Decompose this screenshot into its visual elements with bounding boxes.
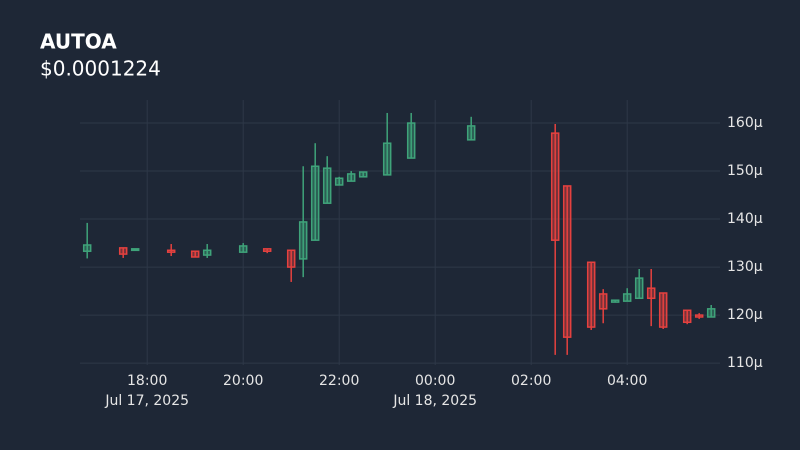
candle-body bbox=[598, 293, 608, 310]
y-tick-label: 130µ bbox=[727, 259, 763, 275]
x-tick-label: 00:00 bbox=[415, 373, 455, 389]
candle-body bbox=[82, 244, 92, 252]
candle-body bbox=[202, 249, 212, 256]
x-tick-label: 22:00 bbox=[319, 373, 359, 389]
y-tick-label: 110µ bbox=[727, 355, 763, 371]
candle-body bbox=[646, 287, 656, 300]
candle-body bbox=[286, 249, 296, 268]
candle-body bbox=[622, 293, 632, 302]
candle-body bbox=[550, 132, 560, 241]
candle-body bbox=[262, 248, 272, 252]
candle-body bbox=[166, 249, 176, 253]
y-tick-label: 140µ bbox=[727, 211, 763, 227]
candle-body bbox=[682, 309, 692, 324]
candle-body bbox=[358, 171, 368, 178]
candle-body bbox=[658, 292, 668, 328]
candle-body bbox=[634, 277, 644, 300]
x-date-label: Jul 18, 2025 bbox=[392, 393, 477, 409]
x-tick-label: 02:00 bbox=[511, 373, 551, 389]
candle-body bbox=[310, 165, 320, 241]
candle-body bbox=[322, 167, 332, 204]
candle-body bbox=[694, 314, 704, 318]
x-tick-label: 20:00 bbox=[223, 373, 263, 389]
candle-body bbox=[382, 142, 392, 176]
y-tick-label: 150µ bbox=[727, 163, 763, 179]
candle-body bbox=[130, 248, 140, 252]
candle-body bbox=[190, 250, 200, 258]
x-date-label: Jul 17, 2025 bbox=[104, 393, 189, 409]
candle-body bbox=[706, 308, 716, 318]
candle-body bbox=[586, 261, 596, 328]
candle-body bbox=[406, 122, 416, 159]
candle-body bbox=[118, 247, 128, 255]
x-tick-label: 04:00 bbox=[607, 373, 647, 389]
chart-subtitle: $0.0001224 bbox=[40, 57, 161, 81]
y-tick-label: 120µ bbox=[727, 307, 763, 323]
candle-body bbox=[610, 299, 620, 303]
x-tick-label: 18:00 bbox=[127, 373, 167, 389]
candle-body bbox=[466, 125, 476, 141]
candle-body bbox=[238, 245, 248, 253]
y-tick-label: 160µ bbox=[727, 115, 763, 131]
candle-body bbox=[334, 177, 344, 186]
candle-body bbox=[298, 221, 308, 260]
chart-title: AUTOA bbox=[40, 30, 117, 54]
candle-body bbox=[346, 173, 356, 182]
candle-body bbox=[562, 185, 572, 338]
